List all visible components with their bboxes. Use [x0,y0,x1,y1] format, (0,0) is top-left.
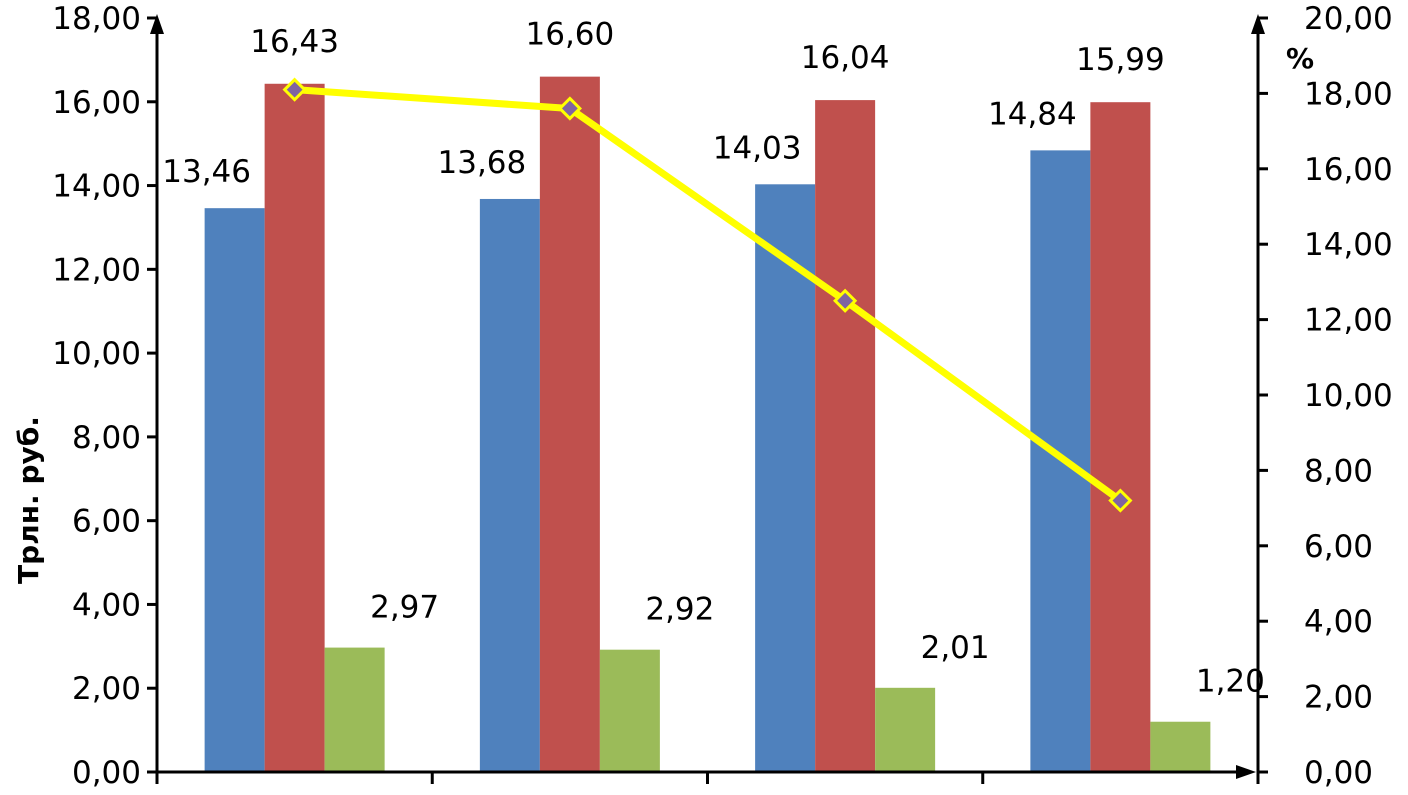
y-tick-label: 14,00 [52,169,141,205]
y2-tick-label: 16,00 [1304,152,1393,188]
line-marker [557,96,582,121]
y-tick-label: 12,00 [52,252,141,288]
bar-value-label: 16,04 [801,40,890,76]
bar [815,100,876,772]
bar-value-label: 14,03 [713,130,802,166]
right-y-axis-arrow [1251,14,1265,34]
y2-tick-label: 12,00 [1304,303,1393,339]
y2-tick-label: 2,00 [1304,680,1373,716]
axes [150,14,1265,784]
bar [755,184,816,772]
bar [599,649,660,772]
bar [1150,721,1211,772]
line-series [282,77,1133,513]
y2-tick-label: 14,00 [1304,227,1393,263]
y2-tick-label: 20,00 [1304,1,1393,37]
y-tick-label: 8,00 [72,420,141,456]
data-labels: 13,46 16,43 2,97 13,68 16,60 2,92 14,03 16,04 2,… [162,17,1265,700]
y-tick-label: 4,00 [72,587,141,623]
left-axis-ticks: 0,00 2,00 4,00 6,00 8,00 10,00 12,00 14,00 16,00… [52,1,157,791]
bars [204,76,1211,773]
bar-value-label: 14,84 [988,96,1077,132]
bar-value-label: 2,97 [370,590,439,626]
bar-value-label: 13,68 [438,145,527,181]
y-tick-label: 16,00 [52,85,141,121]
y-tick-label: 2,00 [72,671,141,707]
left-y-axis-arrow [150,14,164,34]
bar [539,76,600,772]
right-axis-ticks: 0,00 2,00 4,00 6,00 8,00 10,00 12,00 14,00 16,00… [1258,1,1393,791]
y2-axis-title: % [1286,42,1314,75]
y2-tick-label: 6,00 [1304,529,1373,565]
x-axis-arrow [1236,765,1256,779]
bar-value-label: 15,99 [1076,42,1165,78]
bar-value-label: 2,92 [645,592,714,628]
y-tick-label: 6,00 [72,504,141,540]
bar [1090,102,1151,773]
bar-value-label: 2,01 [921,630,990,666]
bar [479,198,540,772]
line-marker [282,77,307,102]
y2-tick-label: 18,00 [1304,76,1393,112]
y-tick-label: 10,00 [52,336,141,372]
y2-tick-label: 4,00 [1304,604,1373,640]
bar-value-label: 16,60 [526,17,615,53]
x-axis-ticks [155,772,1260,784]
bar [875,687,936,772]
bar [204,208,265,773]
y-tick-label: 0,00 [72,755,141,791]
y-axis-title: Трлн. руб. [12,416,45,584]
bar-value-label: 13,46 [162,154,251,190]
y2-tick-label: 8,00 [1304,453,1373,489]
bar-value-label: 16,43 [250,24,339,60]
bar [264,83,325,772]
y2-tick-label: 10,00 [1304,378,1393,414]
line-marker [833,288,858,313]
y2-tick-label: 0,00 [1304,755,1373,791]
bar [324,647,385,772]
line-path [294,86,1123,504]
line-marker [1108,488,1133,513]
y-tick-label: 18,00 [52,1,141,37]
bar-value-label: 1,20 [1196,664,1265,700]
